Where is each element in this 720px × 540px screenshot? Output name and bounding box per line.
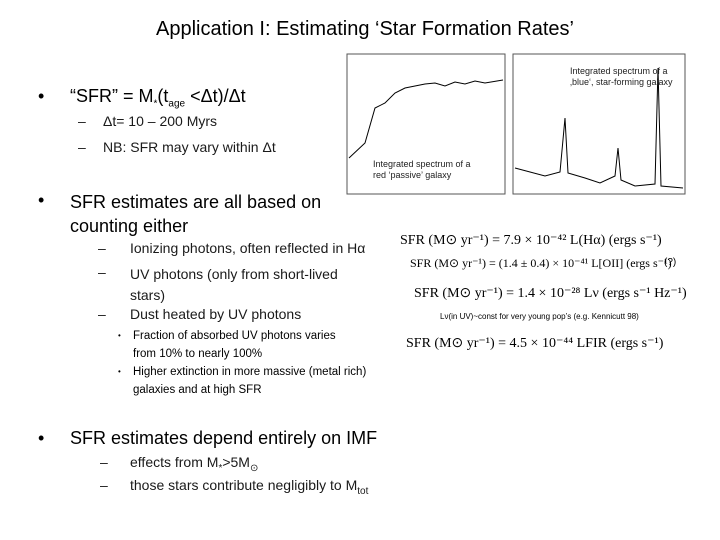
dash: – (98, 264, 106, 280)
dash: – (100, 454, 108, 470)
dash: – (100, 477, 108, 493)
sub-sub-bullet: Fraction of absorbed UV photons varies f… (133, 330, 336, 360)
text: those stars contribute negligibly to M (130, 477, 358, 493)
text: tot (357, 485, 369, 497)
red-spectrum (348, 79, 504, 159)
dash: – (98, 240, 106, 256)
dash: – (78, 139, 86, 155)
blue-spectrum (514, 67, 684, 189)
sub-bullet: Δt= 10 – 200 Myrs (103, 113, 218, 129)
sub-bullet: those stars contribute negligibly to Mto… (130, 477, 368, 497)
bullet-dot: • (38, 190, 45, 210)
equation: SFR (M⊙ yr⁻¹) = 7.9 × 10⁻⁴² L(Hα) (ergs … (400, 233, 662, 248)
text: * (153, 98, 158, 110)
bullet: “SFR” = M*(tage <Δt)/Δt (70, 86, 246, 110)
blue-spectrum-frame (512, 53, 686, 195)
sub-sub-bullet: Higher extinction in more massive (metal… (133, 366, 367, 396)
bullet-dot: • (38, 428, 45, 448)
sub-bullet: NB: SFR may vary within Δt (103, 139, 276, 155)
text: ⊙ (249, 462, 259, 474)
text: effects from M (130, 454, 219, 470)
annotation: Integrated spectrum of a ‚blue‘, star-fo… (570, 66, 673, 87)
text: >5M (222, 454, 250, 470)
note: Lν(in UV)~const for very young pop’s (e.… (440, 312, 639, 321)
bullet-dot: • (118, 367, 121, 376)
sub-bullet: Dust heated by UV photons (130, 306, 302, 322)
note: (?) (664, 257, 677, 268)
spectra (346, 53, 686, 195)
sub-bullet: effects from M*>5M⊙ (130, 454, 258, 474)
equation: SFR (M⊙ yr⁻¹) = 4.5 × 10⁻⁴⁴ LFIR (ergs s… (406, 336, 664, 351)
text: * (218, 462, 223, 474)
dash: – (78, 113, 86, 129)
bullet-dot: • (118, 331, 121, 340)
annotation: Integrated spectrum of a red ‘passive’ g… (373, 159, 483, 181)
equation: SFR (M⊙ yr⁻¹) = 1.4 × 10⁻²⁸ Lν (ergs s⁻¹… (414, 286, 687, 301)
dash: – (98, 306, 106, 322)
text: age (168, 98, 186, 110)
sub-bullet: UV photons (only from short-lived stars) (130, 266, 338, 303)
text: “SFR” = M (70, 86, 154, 106)
title: Application I: Estimating ‘Star Formatio… (156, 18, 574, 40)
sub-bullet: Ionizing photons, often reflected in Hα (130, 240, 366, 256)
text: (t (157, 86, 169, 106)
equation: SFR (M⊙ yr⁻¹) = (1.4 ± 0.4) × 10⁻⁴¹ L[OI… (410, 256, 672, 270)
text: <Δt)/Δt (185, 86, 246, 106)
bullet: SFR estimates depend entirely on IMF (70, 428, 378, 448)
bullet-dot: • (38, 86, 45, 106)
bullet: SFR estimates are all based on counting … (70, 192, 322, 236)
red-spectrum-frame (346, 53, 506, 195)
